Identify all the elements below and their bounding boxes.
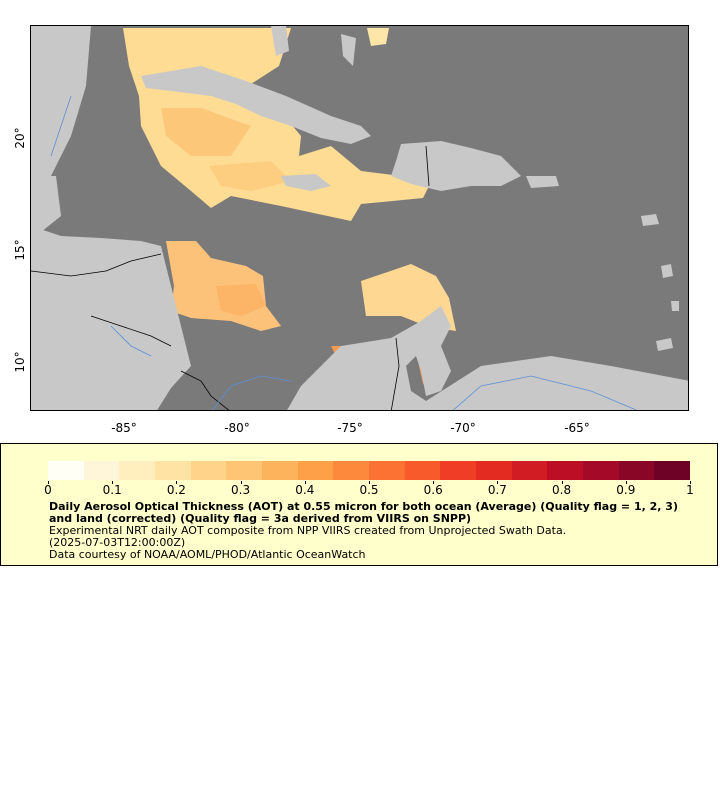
aot-map bbox=[31, 26, 688, 410]
color-scale-tick-label: 0.7 bbox=[487, 483, 507, 497]
legend-panel: Daily Aerosol Optical Thickness (AOT) at… bbox=[0, 443, 718, 566]
river-lines bbox=[50, 95, 638, 410]
aot-patch-north-dense bbox=[161, 108, 251, 156]
color-scale-tick bbox=[240, 481, 242, 484]
color-scale-tick-label: 0.3 bbox=[231, 483, 251, 497]
color-scale-swatch bbox=[190, 461, 227, 480]
color-scale-tick bbox=[561, 481, 563, 484]
color-scale-swatch bbox=[226, 461, 263, 480]
land-yucatan bbox=[31, 176, 61, 236]
color-scale-swatch bbox=[547, 461, 584, 480]
color-scale-tick-label: 0 bbox=[44, 483, 52, 497]
land-island-d bbox=[656, 338, 673, 351]
border-d bbox=[390, 337, 400, 410]
land-hispaniola bbox=[391, 141, 521, 191]
aot-patch-west-dense bbox=[216, 284, 266, 316]
land-island-b bbox=[661, 264, 673, 278]
land-layer bbox=[31, 26, 688, 410]
color-scale-swatch bbox=[48, 461, 84, 480]
color-scale-tick bbox=[369, 481, 370, 484]
color-scale-swatch bbox=[333, 461, 370, 480]
color-scale-swatch bbox=[618, 461, 655, 480]
aot-patch-bahamas bbox=[367, 28, 389, 46]
color-scale-swatch bbox=[155, 461, 191, 480]
land-island-c bbox=[671, 301, 679, 311]
color-scale-tick-label: 1 bbox=[686, 483, 694, 497]
legend-subtitle: Experimental NRT daily AOT composite fro… bbox=[49, 524, 567, 537]
color-scale-swatch bbox=[369, 461, 405, 480]
land-florida bbox=[271, 26, 289, 56]
legend-timestamp: (2025-07-03T12:00:00Z) bbox=[49, 536, 186, 549]
color-scale-tick-label: 0.8 bbox=[552, 483, 572, 497]
land-south-america bbox=[287, 306, 688, 410]
y-tick-label: 20° bbox=[13, 127, 27, 149]
color-scale-swatch bbox=[404, 461, 441, 480]
color-scale-tick bbox=[48, 481, 49, 484]
x-tick-label: -65° bbox=[564, 421, 590, 435]
border-haiti bbox=[425, 145, 430, 187]
x-tick-label: -75° bbox=[337, 421, 363, 435]
x-tick-label: -80° bbox=[224, 421, 250, 435]
color-scale-swatch bbox=[511, 461, 548, 480]
color-scale-swatch bbox=[297, 461, 334, 480]
y-tick-label: 15° bbox=[13, 239, 27, 261]
color-scale-tick-label: 0.1 bbox=[102, 483, 122, 497]
legend-text: Daily Aerosol Optical Thickness (AOT) at… bbox=[49, 501, 679, 561]
color-scale-tick-label: 0.9 bbox=[616, 483, 636, 497]
land-bahamas bbox=[341, 34, 356, 66]
color-scale-swatch bbox=[83, 461, 120, 480]
land-mexico-north bbox=[31, 26, 91, 206]
color-scale-swatch bbox=[262, 461, 298, 480]
color-scale-swatch bbox=[476, 461, 512, 480]
color-scale-tick bbox=[690, 481, 691, 484]
y-tick-label: 10° bbox=[13, 351, 27, 373]
color-scale-tick bbox=[433, 481, 435, 484]
map-panel bbox=[30, 25, 689, 411]
color-scale-tick bbox=[497, 481, 499, 484]
color-scale-tick bbox=[176, 481, 178, 484]
river-a bbox=[212, 375, 292, 410]
color-scale-tick-label: 0.6 bbox=[423, 483, 443, 497]
land-puerto-rico bbox=[526, 176, 559, 188]
legend-title: Daily Aerosol Optical Thickness (AOT) at… bbox=[49, 500, 678, 525]
river-b bbox=[452, 375, 638, 410]
color-scale-swatch bbox=[440, 461, 477, 480]
border-b bbox=[90, 315, 172, 347]
legend-credit: Data courtesy of NOAA/AOML/PHOD/Atlantic… bbox=[49, 548, 366, 561]
land-cuba bbox=[141, 66, 371, 144]
border-lines bbox=[31, 145, 430, 410]
land-island-a bbox=[641, 214, 659, 226]
color-scale-tick bbox=[304, 481, 306, 484]
color-scale-tick-label: 0.4 bbox=[295, 483, 315, 497]
color-scale-tick-label: 0.5 bbox=[359, 483, 379, 497]
river-d bbox=[110, 325, 152, 357]
border-c bbox=[180, 370, 230, 410]
river-c bbox=[50, 95, 72, 157]
x-tick-label: -85° bbox=[111, 421, 137, 435]
color-scale-swatch bbox=[583, 461, 619, 480]
color-scale-tick-label: 0.2 bbox=[166, 483, 186, 497]
border-a bbox=[31, 253, 162, 277]
aot-patch-north-mid bbox=[209, 161, 291, 191]
color-scale-tick bbox=[625, 481, 627, 484]
x-tick-label: -70° bbox=[450, 421, 476, 435]
color-scale-swatch bbox=[119, 461, 156, 480]
color-scale-swatch bbox=[654, 461, 691, 480]
land-central-america bbox=[31, 226, 191, 410]
color-scale-bar bbox=[48, 461, 691, 480]
land-jamaica bbox=[281, 174, 331, 191]
color-scale-tick bbox=[112, 481, 114, 484]
